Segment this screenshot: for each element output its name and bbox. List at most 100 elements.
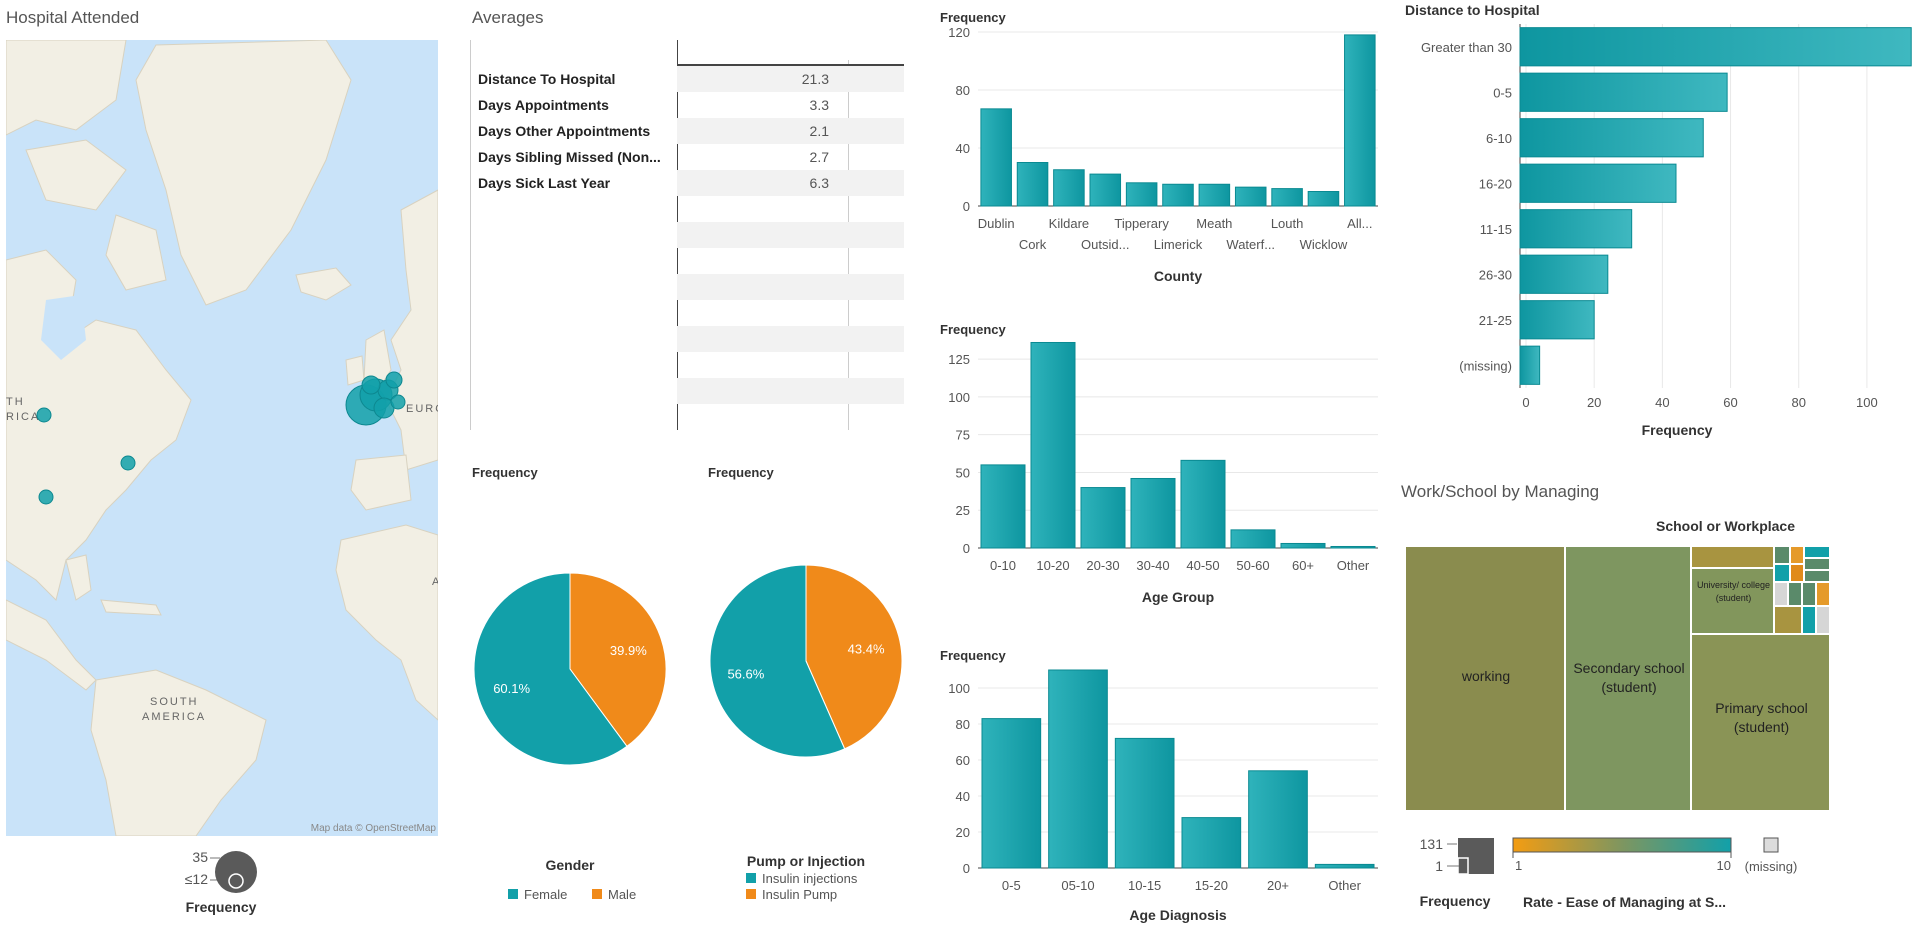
row-label: Days Other Appointments	[478, 123, 651, 139]
y-tick-label: 0	[963, 199, 970, 214]
y-tick-label: 6-10	[1486, 131, 1512, 146]
map-canvas[interactable]: TH RICA EURO SOUTH AMERICA A	[6, 40, 438, 836]
treemap[interactable]: working Secondary school (student) Prima…	[1405, 546, 1830, 811]
map-bubble[interactable]	[38, 489, 54, 505]
bar	[1519, 209, 1633, 249]
size-legend-small-circle	[228, 873, 244, 889]
treemap-cell[interactable]	[1804, 570, 1830, 582]
y-tick-label: Greater than 30	[1421, 40, 1512, 55]
pie-slice	[709, 564, 846, 758]
table-row[interactable]: Days Appointments 3.3	[470, 92, 904, 118]
map-bubble[interactable]	[385, 371, 403, 389]
map-bubble[interactable]	[361, 375, 381, 395]
rate-legend-title: Rate - Ease of Managing at S...	[1523, 894, 1726, 910]
south-america-shape	[90, 669, 267, 836]
rate-gradient-bar	[1512, 837, 1732, 853]
bar	[1089, 173, 1122, 207]
age-group-bar-chart[interactable]: Frequency 0 25 50 75 100 125 0-10 10-20 20-30 30-4…	[940, 322, 1378, 605]
x-tick-label: Limerick	[1154, 237, 1203, 252]
bar	[1234, 186, 1267, 207]
bar	[1125, 182, 1158, 207]
treemap-cell[interactable]	[1804, 546, 1830, 558]
treemap-cell[interactable]	[1774, 606, 1802, 634]
legend-swatch	[746, 873, 756, 883]
pie-title: Frequency	[708, 465, 775, 480]
bar	[1519, 118, 1704, 158]
map-label-europe: EURO	[406, 403, 438, 415]
x-tick-label: Other	[1328, 878, 1361, 893]
map-bubble[interactable]	[36, 407, 52, 423]
rate-legend-max: 10	[1717, 858, 1731, 873]
table-row[interactable]: Days Sick Last Year 6.3	[470, 170, 904, 196]
x-tick-label: 15-20	[1195, 878, 1228, 893]
legend-label: Insulin Pump	[762, 887, 837, 902]
y-tick-label: 80	[956, 83, 970, 98]
bar	[1181, 817, 1242, 869]
treemap-cell[interactable]	[1790, 564, 1804, 582]
map-bubble[interactable]	[390, 394, 406, 410]
row-value: 2.1	[809, 123, 829, 139]
table-row[interactable]: Days Sibling Missed (Non... 2.7	[470, 144, 904, 170]
treemap-cell[interactable]	[1804, 558, 1830, 570]
treemap-cell[interactable]	[1816, 606, 1830, 634]
treemap-cell[interactable]	[1788, 582, 1802, 606]
treemap-cell[interactable]	[1816, 582, 1830, 606]
treemap-cell-working[interactable]: working	[1405, 546, 1565, 811]
table-row[interactable]: Distance To Hospital 21.3	[470, 66, 904, 92]
y-tick-label: 20	[956, 825, 970, 840]
bar	[1519, 163, 1677, 203]
bar	[1248, 770, 1308, 869]
y-tick-label: 100	[948, 390, 970, 405]
map-legend-title: Frequency	[186, 899, 257, 915]
treemap-legends: 131 1 Frequency 1 10 (missing) Rate - Ea…	[1420, 836, 1798, 910]
table-row[interactable]: Days Other Appointments 2.1	[470, 118, 904, 144]
map-bubble[interactable]	[120, 455, 136, 471]
rate-legend-missing: (missing)	[1745, 859, 1798, 874]
row-value: 2.7	[809, 149, 829, 165]
y-tick-label: 60	[956, 753, 970, 768]
pie-charts: Frequency 39.9% 60.1% Gender Female Male Freq…	[472, 465, 903, 902]
treemap-cell[interactable]	[1802, 606, 1816, 634]
y-tick-label: 100	[948, 681, 970, 696]
treemap-cell-university[interactable]: University/ college (student)	[1691, 568, 1774, 634]
map-label-south: SOUTH	[150, 696, 199, 708]
bar	[1114, 737, 1175, 869]
treemap-cell[interactable]	[1774, 564, 1790, 582]
pie-slice	[805, 564, 903, 750]
legend-swatch	[746, 889, 756, 899]
treemap-cell-primary[interactable]: Primary school (student)	[1691, 634, 1830, 811]
distance-chart: Distance to Hospital 0 20 40 60 80 100 Greater …	[1405, 2, 1912, 438]
x-tick-label: 80	[1791, 395, 1805, 410]
treemap-cell-secondary[interactable]: Secondary school (student)	[1565, 546, 1691, 811]
x-tick-label: Outsid...	[1081, 237, 1129, 252]
y-tick-label: 75	[956, 428, 970, 443]
x-axis-title: County	[1154, 268, 1202, 284]
treemap-cell[interactable]	[1691, 546, 1774, 568]
treemap-cell[interactable]	[1790, 546, 1804, 564]
distance-bar-chart[interactable]: Distance to Hospital 0 20 40 60 80 100 Greater …	[1405, 2, 1912, 438]
x-axis-title: Age Group	[1142, 589, 1214, 605]
y-tick-label: 40	[956, 789, 970, 804]
bar	[980, 464, 1026, 549]
age-diagnosis-bar-chart[interactable]: Frequency 0 20 40 60 80 100 0-5 05-10 10-15 15-20 2…	[940, 648, 1378, 923]
pump-pie-chart[interactable]: Frequency 43.4% 56.6% Pump or Injection Insu…	[708, 465, 903, 902]
x-tick-label: 60	[1723, 395, 1737, 410]
y-tick-label: 125	[948, 352, 970, 367]
gender-pie-chart[interactable]: Frequency 39.9% 60.1% Gender Female Male	[472, 465, 667, 902]
x-tick-label: Waterf...	[1226, 237, 1275, 252]
hospital-map[interactable]: TH RICA EURO SOUTH AMERICA A Map data © …	[6, 40, 438, 836]
pie-data-label: 39.9%	[610, 643, 647, 658]
treemap-cell[interactable]	[1774, 582, 1788, 606]
pie-legend-title: Gender	[545, 857, 595, 873]
averages-title: Averages	[472, 8, 544, 27]
row-label: Days Sick Last Year	[478, 175, 611, 191]
x-tick-label: Dublin	[978, 216, 1015, 231]
y-tick-label: 0-5	[1493, 85, 1512, 100]
bar	[1198, 183, 1231, 207]
treemap-cell[interactable]	[1774, 546, 1790, 564]
treemap-cell[interactable]	[1802, 582, 1816, 606]
size-legend-large-circle	[215, 851, 257, 893]
y-tick-label: 11-15	[1480, 222, 1512, 237]
x-tick-label: Louth	[1271, 216, 1304, 231]
